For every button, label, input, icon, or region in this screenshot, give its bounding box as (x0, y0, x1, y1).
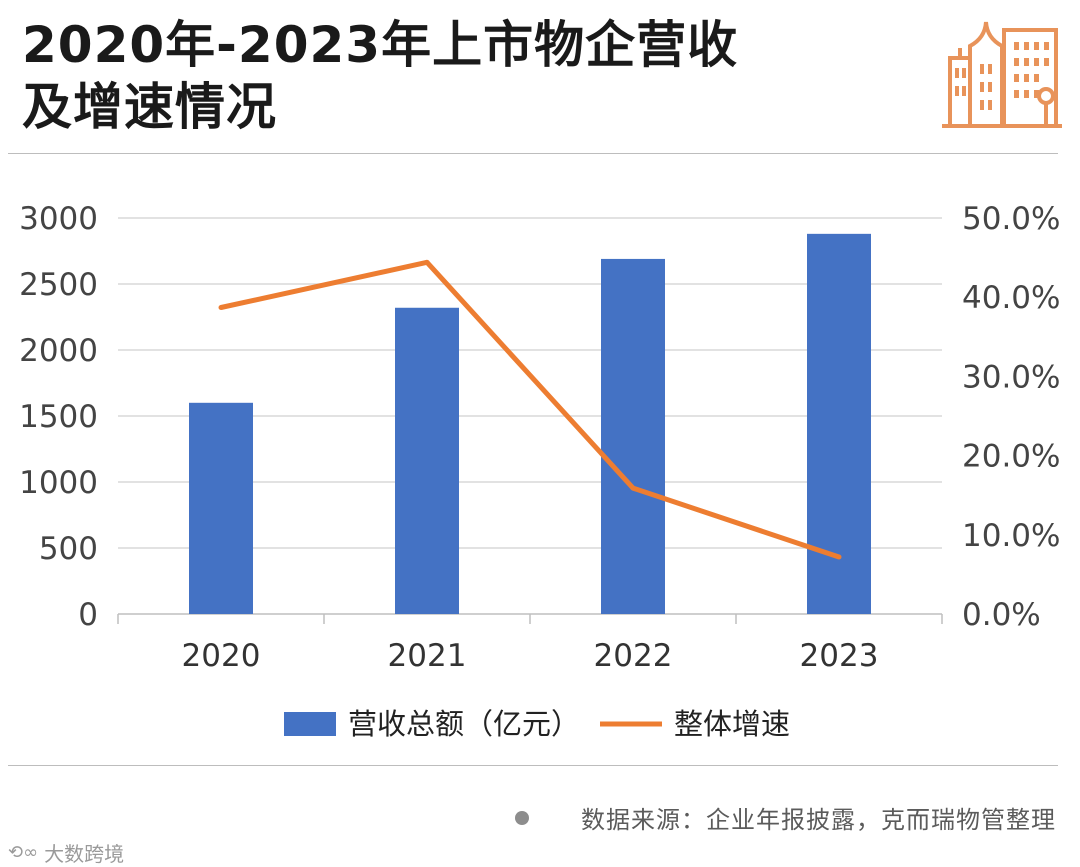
y-right-tick-label: 0.0% (962, 597, 1041, 633)
y-left-tick-label: 2500 (19, 267, 98, 303)
brand-mark-icon: ⟲∞ (8, 842, 39, 863)
y-left-tick-label: 500 (39, 531, 98, 567)
y-left-tick-label: 3000 (19, 201, 98, 237)
x-tick-label: 2021 (388, 638, 467, 674)
watermark: ⟲∞ 大数跨境 (8, 838, 124, 867)
chart-title-line-1: 2020年-2023年上市物企营收 (22, 16, 739, 74)
bar-revenue-2022 (601, 258, 665, 614)
y-right-tick-label: 20.0% (962, 439, 1060, 475)
y-left-tick-label: 2000 (19, 333, 98, 369)
y-right-tick-label: 40.0% (962, 280, 1060, 316)
line-point-2020 (218, 304, 224, 310)
x-tick-label: 2020 (182, 638, 261, 674)
bullet-icon (515, 810, 529, 825)
line-growth-series (220, 259, 840, 560)
bar-revenue-2020 (189, 402, 253, 614)
footer-divider (8, 765, 1058, 766)
x-tick-label: 2023 (800, 638, 879, 674)
chart-title-line-2: 及增速情况 (22, 78, 277, 136)
line-point-2021 (424, 259, 430, 265)
header-divider (8, 153, 1058, 154)
y-left-tick-label: 0 (78, 597, 98, 633)
legend-revenue-swatch (284, 712, 336, 736)
y-left-tick-label: 1500 (19, 399, 98, 435)
line-point-2023 (836, 554, 842, 560)
y-right-tick-label: 30.0% (962, 359, 1060, 395)
bar-revenue-2021 (395, 307, 459, 614)
y-right-tick-label: 50.0% (962, 201, 1060, 237)
building-icon (942, 21, 1062, 128)
data-source: 数据来源：企业年报披露，克而瑞物管整理 (515, 800, 1056, 835)
y-left-tick-label: 1000 (19, 465, 98, 501)
y-right-tick-label: 10.0% (962, 518, 1060, 554)
x-tick-label: 2022 (594, 638, 673, 674)
chart-area: 0 500 1000 1500 2000 2500 3000 0.0% 10.0% 20.0% 30… (19, 201, 1060, 741)
watermark-text: 大数跨境 (44, 842, 125, 866)
data-source-text: 数据来源：企业年报披露，克而瑞物管整理 (581, 806, 1056, 834)
legend-revenue-label: 营收总额（亿元） (348, 707, 580, 741)
legend-growth-label: 整体增速 (674, 707, 790, 741)
chart-title: 2020年-2023年上市物企营收 及增速情况 (22, 14, 882, 138)
line-point-2022 (630, 485, 636, 491)
